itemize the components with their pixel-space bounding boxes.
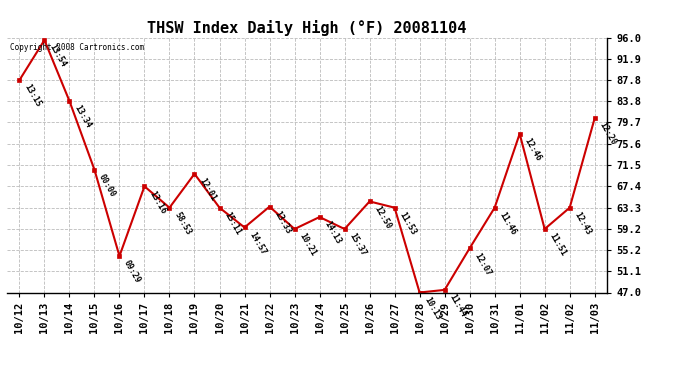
Text: 14:57: 14:57 <box>247 230 268 256</box>
Text: 12:50: 12:50 <box>373 204 393 230</box>
Text: 12:07: 12:07 <box>473 251 493 277</box>
Text: 11:53: 11:53 <box>397 210 417 237</box>
Text: 13:34: 13:34 <box>72 104 92 130</box>
Title: THSW Index Daily High (°F) 20081104: THSW Index Daily High (°F) 20081104 <box>148 20 466 36</box>
Text: 13:54: 13:54 <box>47 43 68 69</box>
Text: 15:11: 15:11 <box>222 210 243 237</box>
Text: 09:29: 09:29 <box>122 259 143 285</box>
Text: 58:53: 58:53 <box>172 210 193 237</box>
Text: 13:16: 13:16 <box>147 189 168 215</box>
Text: 11:46: 11:46 <box>497 210 518 237</box>
Text: 11:51: 11:51 <box>547 232 568 258</box>
Text: 00:00: 00:00 <box>97 172 117 199</box>
Text: 10:21: 10:21 <box>297 232 317 258</box>
Text: 12:01: 12:01 <box>197 177 217 203</box>
Text: 14:13: 14:13 <box>322 220 343 246</box>
Text: 12:43: 12:43 <box>573 210 593 237</box>
Text: 15:37: 15:37 <box>347 232 368 258</box>
Text: 12:46: 12:46 <box>522 136 543 163</box>
Text: Copyright 2008 Cartronics.com: Copyright 2008 Cartronics.com <box>10 43 144 52</box>
Text: 13:15: 13:15 <box>22 83 43 109</box>
Text: 10:13: 10:13 <box>422 295 443 321</box>
Text: 12:20: 12:20 <box>598 121 618 147</box>
Text: 11:44: 11:44 <box>447 292 468 319</box>
Text: 13:33: 13:33 <box>273 209 293 236</box>
